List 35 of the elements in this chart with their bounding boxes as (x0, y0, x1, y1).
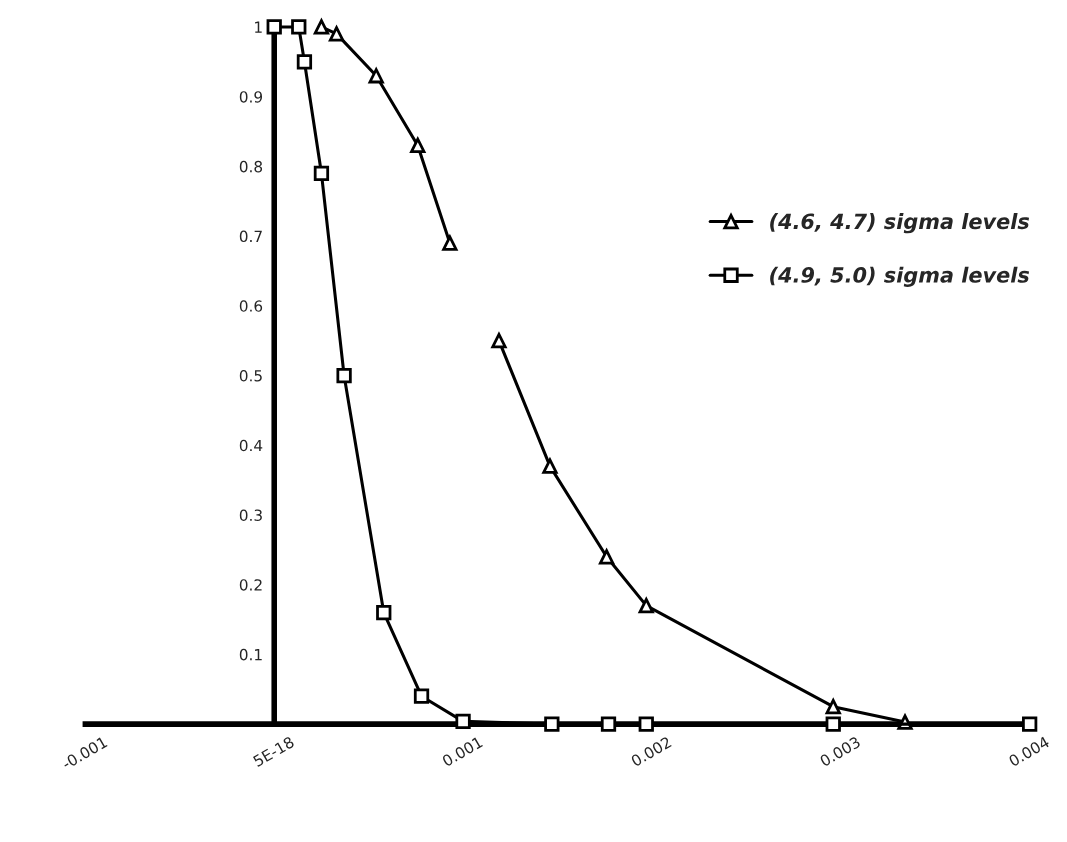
point (1022, 716, 1038, 732)
point (442, 235, 458, 251)
point (313, 19, 330, 35)
y-tick-label: 0.2 (239, 579, 262, 591)
point (638, 716, 654, 732)
y-tick-label: 0.4 (239, 439, 263, 452)
y-tick-label: 0.5 (239, 370, 262, 382)
point (291, 19, 307, 35)
point (266, 19, 282, 35)
point (296, 54, 313, 70)
point (410, 137, 426, 154)
y-tick-label: 0.1 (239, 648, 262, 661)
point (413, 688, 430, 704)
point (598, 549, 615, 565)
point (313, 165, 330, 181)
y-tick-label: 0.9 (239, 91, 263, 103)
legend-label: (4.9, 5.0) sigma levels (770, 266, 1030, 288)
y-tick-label: 1 (255, 21, 262, 33)
point (368, 68, 384, 84)
point (491, 333, 507, 349)
point (825, 716, 841, 732)
point (638, 597, 654, 614)
point (336, 367, 352, 384)
point (825, 699, 841, 715)
legend-label: (4.6, 4.7) sigma levels (770, 213, 1030, 234)
y-tick-label: 0.6 (239, 300, 263, 312)
point (376, 604, 392, 621)
point (455, 713, 471, 729)
y-tick-label: 0.7 (239, 230, 262, 243)
y-tick-label: 0.8 (239, 160, 263, 173)
point (544, 716, 560, 732)
y-tick-label: 0.3 (239, 509, 262, 521)
point (600, 716, 617, 732)
point (541, 456, 559, 474)
point (328, 26, 345, 42)
